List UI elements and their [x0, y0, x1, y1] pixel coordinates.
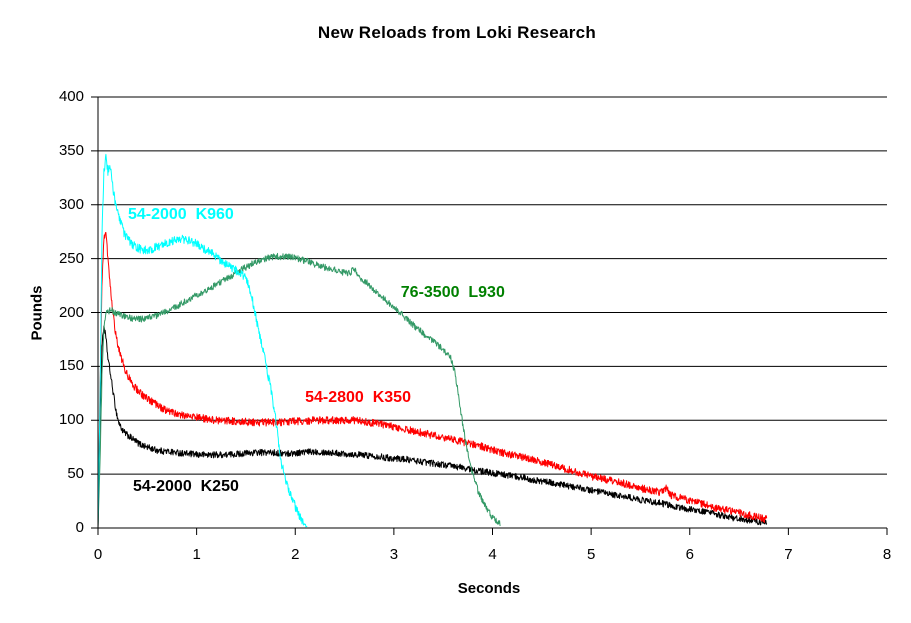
y-tick-label: 150 — [58, 357, 84, 375]
y-tick-label: 400 — [58, 88, 84, 105]
curve-label-54-2000-K250: 54-2000 K250 — [133, 478, 239, 495]
curve-54-2800-K350 — [97, 232, 768, 528]
x-tick-label: 6 — [685, 546, 694, 563]
curve-54-2000-K250 — [97, 325, 768, 529]
y-tick-label: 300 — [58, 195, 84, 213]
x-tick-label: 3 — [389, 546, 399, 563]
chart-title: New Reloads from Loki Research — [317, 23, 597, 42]
x-tick-label: 2 — [291, 546, 300, 563]
y-tick-label: 250 — [58, 249, 84, 267]
y-tick-label: 50 — [67, 465, 84, 483]
curve-label-76-3500-L930: 76-3500 L930 — [400, 284, 505, 302]
curve-54-2000-K960 — [97, 153, 308, 528]
x-tick-label: 1 — [192, 546, 201, 563]
curve-76-3500-L930 — [97, 252, 501, 528]
curve-label-54-2000-K960: 54-2000 K960 — [127, 206, 234, 224]
x-tick-label: 8 — [882, 546, 892, 563]
y-tick-label: 350 — [58, 141, 84, 159]
x-tick-label: 7 — [784, 546, 793, 563]
x-tick-label: 4 — [488, 546, 497, 563]
y-tick-label: 0 — [75, 519, 84, 536]
x-axis-title: Seconds — [457, 580, 521, 597]
curve-label-54-2800-K350: 54-2800 K350 — [305, 389, 411, 406]
y-tick-label: 100 — [58, 411, 84, 429]
y-tick-label: 200 — [58, 303, 84, 321]
x-tick-label: 0 — [93, 546, 103, 563]
x-tick-label: 5 — [586, 546, 596, 563]
